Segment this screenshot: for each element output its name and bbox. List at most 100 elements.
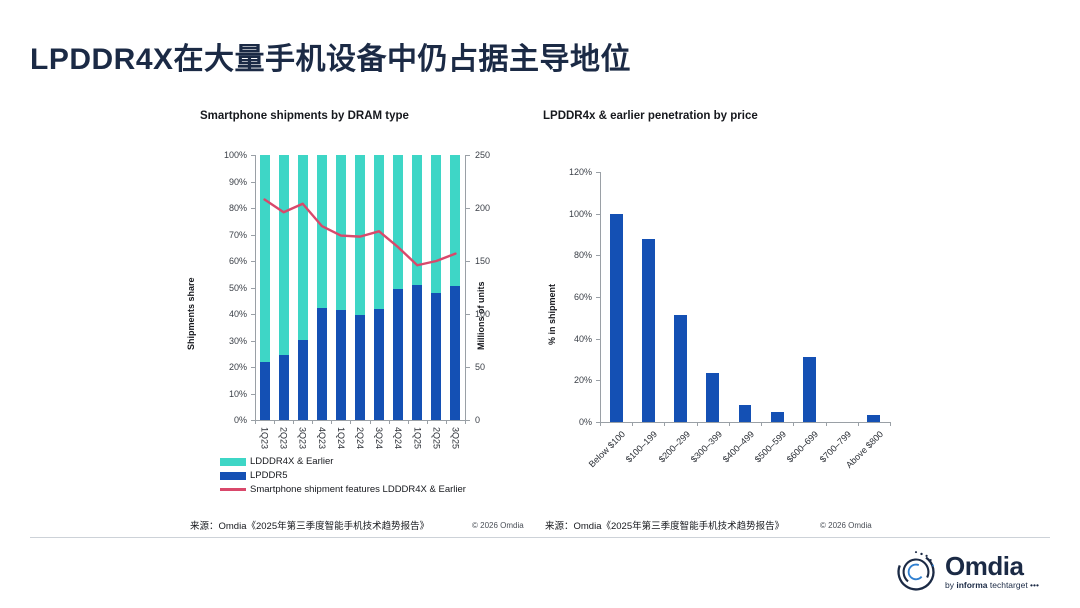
bar-segment-lpddr5 <box>355 314 365 420</box>
y-axis-line <box>255 155 256 420</box>
line-series-shipment-features <box>263 198 457 267</box>
bar-segment-lpddr5 <box>412 285 423 420</box>
x-tick-label: 4Q23 <box>316 427 327 450</box>
y-tick-mark <box>251 340 255 342</box>
x-tick-label: 3Q24 <box>374 427 385 450</box>
y2-tick-mark <box>466 420 470 421</box>
legend-label-line-series: Smartphone shipment features LDDDR4X & E… <box>250 484 466 495</box>
legend-item-line-series: Smartphone shipment features LDDDR4X & E… <box>220 483 466 496</box>
bar-segment-lpddr5 <box>431 293 442 420</box>
y-tick-mark <box>251 261 255 262</box>
y-tick-mark <box>251 155 255 156</box>
omdia-tagline-dots: ••• <box>1027 579 1039 590</box>
y-tick-label: 80% <box>228 203 247 213</box>
omdia-wordmark: Omdia <box>945 550 1024 581</box>
y-tick-label: 30% <box>228 335 247 346</box>
legend-label-lpddr5: LPDDR5 <box>250 470 288 481</box>
y-tick-label: 80% <box>573 250 592 261</box>
chart-panel-shipments: Smartphone shipments by DRAM type Shipme… <box>180 110 530 510</box>
x-axis-line <box>255 420 465 421</box>
x-tick-mark <box>761 422 763 426</box>
y-tick-label: 60% <box>573 292 592 302</box>
y-tick-label: 50% <box>228 282 247 293</box>
omdia-tagline-bold: informa <box>956 579 988 590</box>
x-tick-mark <box>293 420 295 424</box>
x-tick-mark <box>600 422 601 426</box>
legend-item-lpddr5: LPDDR5 <box>220 469 466 482</box>
y2-tick-label: 250 <box>475 150 491 160</box>
y-tick-label: 70% <box>228 229 247 240</box>
bar-segment-lpddr4x <box>278 155 289 356</box>
legend-swatch-icon-lpddr5 <box>220 471 246 480</box>
bar-segment-lpddr4x <box>431 155 442 294</box>
legend-line-icon-series <box>220 488 246 491</box>
bar-segment-lpddr4x <box>316 155 327 309</box>
y-tick-label: 10% <box>228 388 247 399</box>
bar-segment-lpddr5 <box>393 289 404 420</box>
x-tick-mark <box>426 420 428 424</box>
chart-legend-shipments: LDDDR4X & Earlier LPDDR5 Smartphone ship… <box>220 455 466 497</box>
bar-segment-lpddr5 <box>450 286 461 420</box>
bar-segment-lpddr5 <box>316 308 327 420</box>
y-tick-label: 20% <box>573 375 592 386</box>
x-tick-mark <box>407 420 409 424</box>
x-tick-label: 3Q25 <box>450 427 461 450</box>
source-text-right: 来源：Omdia《2025年第三季度智能手机技术趋势报告》 <box>545 521 785 532</box>
bar-segment-lpddr4x <box>412 155 423 286</box>
y-tick-label: 100% <box>223 150 247 160</box>
x-tick-mark <box>274 420 276 424</box>
y-tick-mark <box>596 380 600 382</box>
bar-penetration <box>738 405 752 422</box>
y-tick-label: 0% <box>578 417 592 427</box>
y2-tick-mark <box>466 155 470 156</box>
omdia-mark-icon <box>897 551 935 591</box>
y-tick-mark <box>596 338 600 340</box>
bar-segment-lpddr5 <box>297 339 308 420</box>
bar-penetration <box>706 373 720 422</box>
x-tick-mark <box>465 420 466 424</box>
legend-label-lpddr4x: LDDDR4X & Earlier <box>250 456 334 467</box>
chart-panel-penetration: LPDDR4x & earlier penetration by price %… <box>535 110 905 510</box>
omdia-logo: Omdia by informa techtarget ••• <box>893 548 1039 594</box>
y-tick-mark <box>251 393 255 395</box>
bar-segment-lpddr4x <box>297 155 308 340</box>
y2-tick-label: 50 <box>475 362 486 372</box>
copyright-right: © 2026 Omdia <box>820 521 872 530</box>
y2-tick-mark <box>466 314 470 315</box>
legend-swatch-icon-lpddr4x <box>220 457 246 466</box>
bar-segment-lpddr5 <box>278 355 289 420</box>
bar-segment-lpddr4x <box>393 155 404 290</box>
bar-penetration <box>641 238 655 422</box>
source-text-left: 来源：Omdia《2025年第三季度智能手机技术趋势报告》 <box>190 521 430 532</box>
y-tick-mark <box>251 181 255 183</box>
bar-segment-lpddr5 <box>259 361 270 420</box>
y-tick-label: 120% <box>568 167 592 177</box>
y-tick-label: 60% <box>228 256 247 266</box>
y-tick-label: 40% <box>228 309 247 319</box>
y2-tick-label: 0 <box>475 415 481 425</box>
x-tick-mark <box>857 422 859 426</box>
x-tick-mark <box>664 422 666 426</box>
y-tick-label: 90% <box>228 176 247 187</box>
y-tick-mark <box>596 172 600 173</box>
bar-penetration <box>867 414 881 422</box>
x-tick-mark <box>890 422 891 426</box>
bar-segment-lpddr4x <box>355 155 365 315</box>
x-tick-mark <box>369 420 371 424</box>
x-tick-mark <box>445 420 447 424</box>
y-tick-mark <box>596 422 600 423</box>
x-tick-mark <box>793 422 795 426</box>
x-tick-mark <box>632 422 634 426</box>
omdia-tagline: by informa techtarget ••• <box>945 581 1039 590</box>
y-tick-mark <box>251 287 255 289</box>
x-tick-label: 2Q23 <box>278 427 289 450</box>
y-axis-label-shipments-share: Shipments share <box>186 277 196 350</box>
y2-tick-mark <box>466 367 470 368</box>
y-tick-label: 20% <box>228 362 247 372</box>
y-tick-mark <box>251 367 255 368</box>
y-tick-label: 0% <box>233 415 247 425</box>
y-tick-mark <box>596 213 600 215</box>
x-tick-mark <box>255 420 256 424</box>
y-tick-mark <box>596 255 600 257</box>
